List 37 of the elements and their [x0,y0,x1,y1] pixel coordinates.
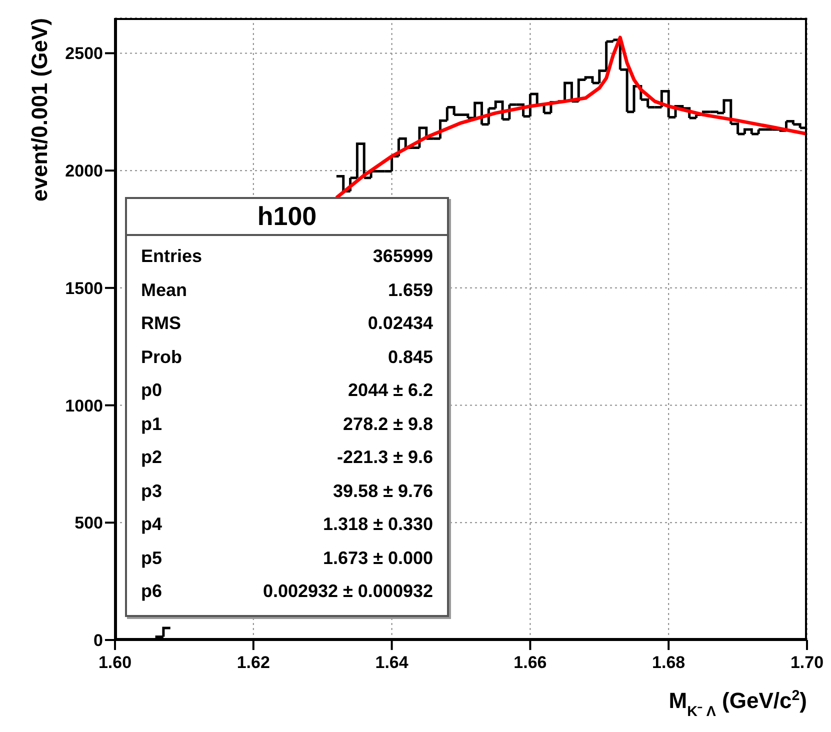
y-tick-label: 2500 [65,44,103,64]
annotation: 365999 [372,246,433,268]
annotation: 1.318 ± 0.330 [323,514,433,536]
annotation: -221.3 ± 9.6 [337,447,433,468]
annotation: h100 [127,199,447,236]
y-tick-label: 0 [94,631,103,650]
annotation: Prob [141,346,182,368]
annotation: 0.02434 [368,313,433,334]
x-tick-label: 1.68 [652,653,686,672]
x-tick-label: 1.60 [98,653,132,672]
annotation: p4 [141,514,162,536]
annotation: 0.002932 ± 0.000932 [262,581,433,602]
annotation: p5 [141,548,162,569]
x-tick-label: 1.64 [375,653,409,672]
y-axis-title: event/0.001 (GeV) [27,18,52,202]
y-tick-label: 1500 [65,278,103,298]
y-tick-label: 500 [74,514,103,533]
annotation: 0.845 [388,346,433,368]
annotation: 1.659 [388,280,433,301]
x-tick-label: 1.62 [236,653,270,672]
annotation: p2 [141,447,162,468]
x-tick-label: 1.70 [790,653,824,672]
y-tick-label: 2000 [65,162,103,181]
annotation: RMS [141,313,181,334]
annotation: 39.58 ± 9.76 [333,480,433,502]
annotation: 2044 ± 6.2 [348,380,433,402]
annotation: Entries [141,246,202,268]
annotation: 1.673 ± 0.000 [323,548,433,569]
annotation: Mean [141,280,188,301]
x-axis-title: M$_{K⁻ Λ}$ (GeV/c$^{2}$) [668,688,807,720]
x-tick-label: 1.66 [514,653,547,672]
annotation: p3 [141,480,162,502]
y-tick-label: 1000 [65,396,103,416]
annotation: 278.2 ± 9.8 [343,414,433,435]
annotation: p1 [141,414,162,435]
annotation: p6 [141,581,162,602]
annotation: p0 [141,380,162,402]
